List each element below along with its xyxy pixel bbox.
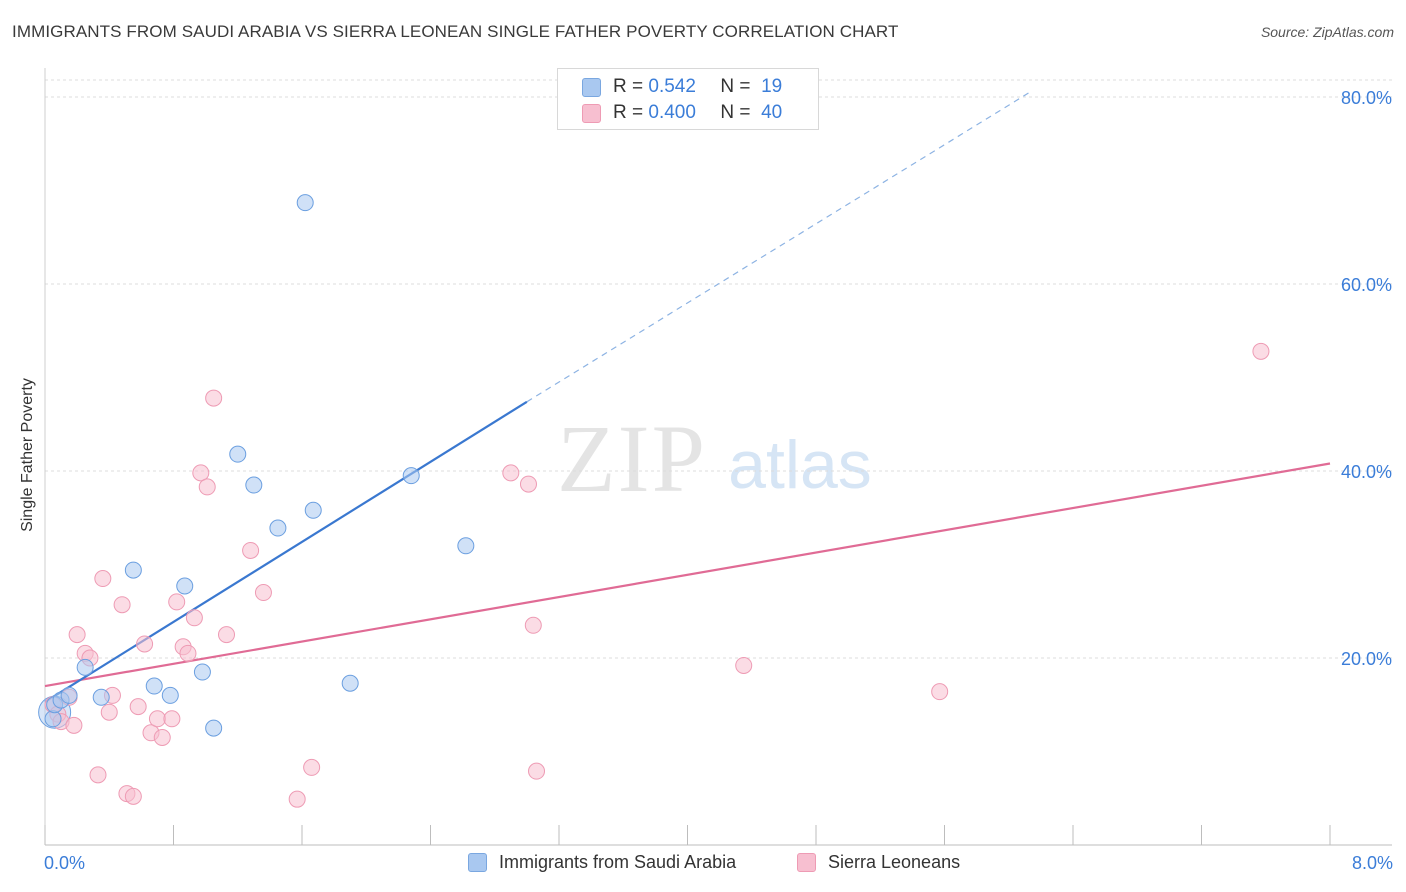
axes xyxy=(44,68,1392,846)
point-sierra xyxy=(179,644,197,662)
point-saudi xyxy=(145,677,163,695)
y-tick-label: 60.0% xyxy=(1341,275,1392,295)
point-saudi xyxy=(205,719,223,737)
grid xyxy=(45,79,1392,659)
point-sierra xyxy=(1252,342,1270,360)
n-label: N = xyxy=(720,102,751,123)
point-saudi xyxy=(176,577,194,595)
point-saudi xyxy=(402,467,420,485)
point-sierra xyxy=(931,683,949,701)
point-sierra xyxy=(94,570,112,588)
n-value: 40 xyxy=(761,102,783,123)
point-saudi xyxy=(60,686,78,704)
legend-swatch-saudi xyxy=(582,77,601,97)
data-points xyxy=(38,194,1270,808)
point-saudi xyxy=(92,688,110,706)
legend-row-saudi: R = 0.542 N = 19 xyxy=(582,75,782,99)
point-sierra xyxy=(218,626,236,644)
point-saudi xyxy=(44,710,62,728)
watermark-zip: ZIP xyxy=(557,405,707,512)
point-sierra xyxy=(205,389,223,407)
point-sierra xyxy=(163,710,181,728)
r-value: 0.542 xyxy=(648,76,696,97)
trendline-sierra xyxy=(44,462,1331,688)
point-sierra xyxy=(100,703,118,721)
point-sierra xyxy=(254,584,272,602)
r-label: R = xyxy=(613,76,644,97)
series-label-saudi: Immigrants from Saudi Arabia xyxy=(499,852,737,872)
legend-swatch-sierra xyxy=(582,103,601,123)
point-sierra xyxy=(519,475,537,493)
point-saudi xyxy=(269,519,287,537)
watermark-atlas: atlas xyxy=(728,427,872,503)
point-sierra xyxy=(168,593,186,611)
point-sierra xyxy=(524,616,542,634)
point-sierra xyxy=(528,762,546,780)
trendlines xyxy=(44,91,1331,703)
trendline-saudi xyxy=(44,400,528,703)
point-sierra xyxy=(303,758,321,776)
point-sierra xyxy=(153,728,171,746)
point-saudi xyxy=(193,663,211,681)
r-label: R = xyxy=(613,102,644,123)
point-sierra xyxy=(113,596,131,614)
trendline-saudi-extension xyxy=(526,91,1030,403)
r-value: 0.400 xyxy=(648,102,696,123)
y-tick-label: 80.0% xyxy=(1341,88,1392,108)
point-sierra xyxy=(136,635,154,653)
chart-title: IMMIGRANTS FROM SAUDI ARABIA VS SIERRA L… xyxy=(12,22,899,41)
point-saudi xyxy=(304,501,322,519)
x-tick-label: 0.0% xyxy=(44,853,85,873)
n-value: 19 xyxy=(761,76,783,97)
point-saudi xyxy=(229,445,247,463)
watermark: ZIP atlas xyxy=(557,405,872,512)
y-tick-label: 40.0% xyxy=(1341,462,1392,482)
point-sierra xyxy=(192,464,210,482)
point-saudi xyxy=(124,561,142,579)
point-saudi xyxy=(245,476,263,494)
point-sierra xyxy=(68,626,86,644)
n-label: N = xyxy=(720,76,751,97)
point-saudi xyxy=(457,537,475,555)
point-sierra xyxy=(65,716,83,734)
point-sierra xyxy=(185,609,203,627)
point-sierra xyxy=(735,656,753,674)
series-legend-saudi: Immigrants from Saudi Arabia xyxy=(468,852,736,873)
point-sierra xyxy=(288,790,306,808)
point-sierra xyxy=(198,478,216,496)
series-swatch-sierra xyxy=(797,853,816,872)
y-tick-label: 20.0% xyxy=(1341,649,1392,669)
series-legend-sierra: Sierra Leoneans xyxy=(797,852,960,873)
stats-legend: R = 0.542 N = 19 R = 0.400 N = 40 xyxy=(557,68,819,130)
point-saudi xyxy=(76,658,94,676)
point-sierra xyxy=(242,541,260,559)
x-tick-label: 8.0% xyxy=(1352,853,1393,873)
point-sierra xyxy=(502,464,520,482)
series-label-sierra: Sierra Leoneans xyxy=(828,852,961,872)
point-sierra xyxy=(129,698,147,716)
series-swatch-saudi xyxy=(468,853,487,872)
point-sierra xyxy=(124,787,142,805)
tick-labels: 20.0% 40.0% 60.0% 80.0% 0.0% 8.0% xyxy=(44,88,1393,873)
point-saudi xyxy=(341,674,359,692)
point-saudi xyxy=(296,194,314,212)
legend-row-sierra: R = 0.400 N = 40 xyxy=(582,101,782,125)
point-sierra xyxy=(89,766,107,784)
source-label: Source: ZipAtlas.com xyxy=(1260,24,1394,40)
point-saudi xyxy=(161,686,179,704)
point-sierra xyxy=(148,710,166,728)
